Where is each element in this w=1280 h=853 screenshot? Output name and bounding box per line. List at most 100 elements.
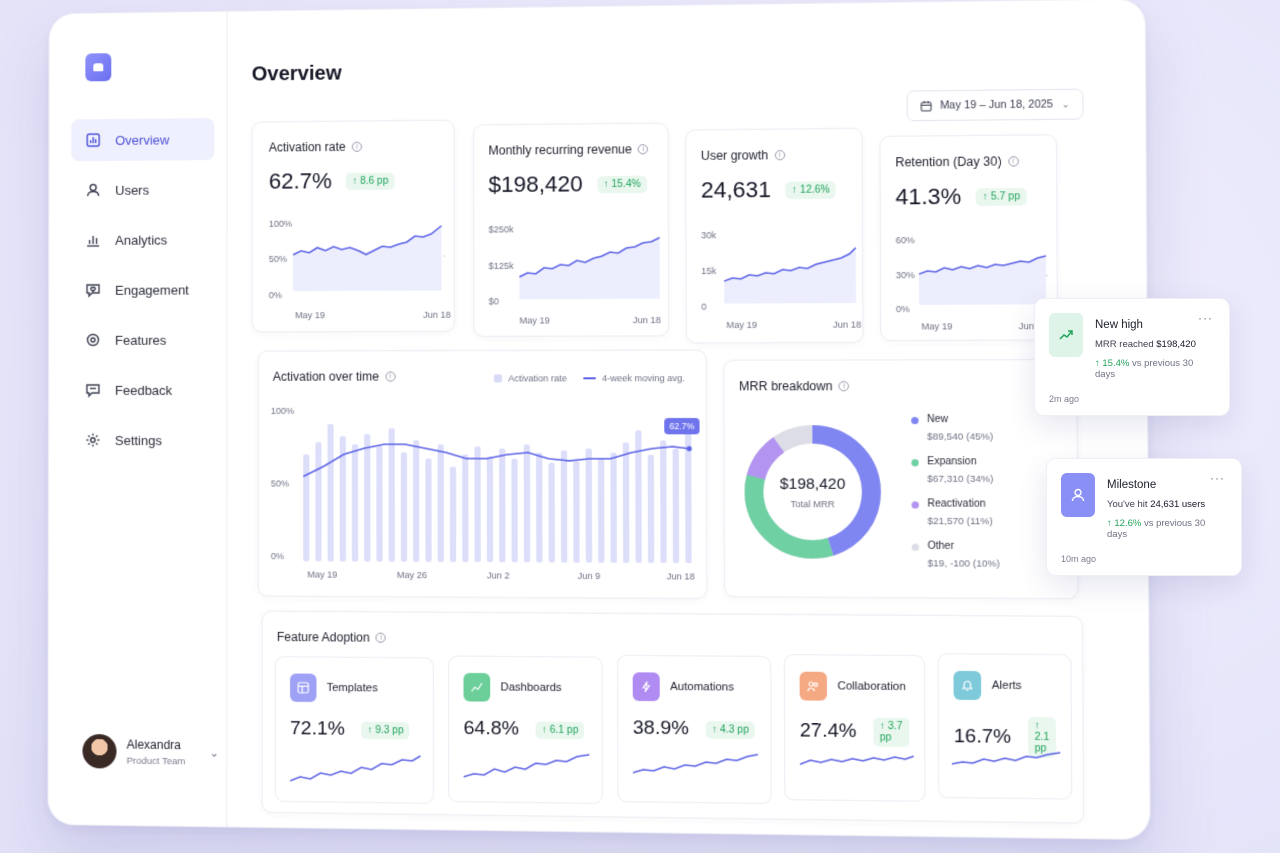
feature-gear-icon — [85, 332, 101, 348]
feature-sparkline — [952, 741, 1063, 773]
kpi-title: User growth — [700, 148, 769, 163]
kpi-value: 24,631 — [700, 176, 772, 203]
feature-sparkline — [633, 746, 760, 784]
kpi-delta: ↑ 8.6 pp — [346, 172, 395, 190]
feature-card-collaboration[interactable]: Collaboration 27.4% ↑ 3.7 pp — [783, 654, 926, 802]
y-axis-label: 100% — [268, 218, 293, 229]
bar-chart-icon — [85, 232, 101, 248]
y-axis-label: 0% — [895, 303, 910, 315]
sidebar-item-label: Users — [115, 182, 150, 198]
notification-delta-suffix: vs previous 30 days — [1095, 358, 1194, 380]
y-axis-label: 15k — [701, 265, 717, 277]
sidebar-item-users[interactable]: Users — [71, 168, 214, 211]
sidebar-item-engagement[interactable]: Engagement — [71, 268, 214, 311]
notification-text: You've hit — [1107, 499, 1148, 510]
notification-new-high[interactable]: New high MRR reached $198,420 ↑ 15.4% vs… — [1034, 298, 1230, 416]
more-options-icon[interactable]: ··· — [1198, 311, 1213, 325]
feature-sparkline — [290, 750, 420, 788]
legend-item-new: New $89,540 (45%) — [911, 414, 999, 443]
legend-name: New — [926, 413, 949, 426]
sidebar-item-analytics[interactable]: Analytics — [71, 218, 214, 261]
legend-item-expansion: Expansion $67,310 (34%) — [911, 456, 999, 485]
y-axis-label: $0 — [488, 296, 499, 307]
legend-swatch-bars — [493, 374, 502, 383]
notification-text: MRR reached — [1095, 339, 1154, 350]
legend-name: Expansion — [927, 456, 977, 468]
kpi-value: 62.7% — [268, 168, 332, 194]
feature-card-alerts[interactable]: Alerts 16.7% ↑ 2.1 pp — [937, 653, 1073, 800]
feature-delta: ↑ 9.3 pp — [361, 721, 410, 739]
feature-delta: ↑ 4.3 pp — [705, 720, 756, 739]
chart-legend: Activation rate 4-week moving avg. — [493, 373, 685, 384]
sidebar-item-settings[interactable]: Settings — [71, 419, 214, 461]
feature-card-templates[interactable]: Templates 72.1% ↑ 9.3 pp — [274, 656, 434, 804]
page-title: Overview — [251, 62, 342, 86]
feature-card-dashboards[interactable]: Dashboards 64.8% ↑ 6.1 pp — [448, 655, 603, 804]
kpi-card-activation[interactable]: Activation rate i 62.7% ↑ 8.6 pp 100% 50% … — [251, 119, 455, 333]
feature-sparkline — [464, 748, 592, 786]
sidebar-item-feedback[interactable]: Feedback — [71, 369, 214, 411]
kpi-card-mrr[interactable]: Monthly recurring revenue i $198,420 ↑ 15.… — [473, 122, 670, 337]
legend-value: $19, -100 (10%) — [927, 558, 1000, 570]
sidebar-item-label: Features — [114, 332, 167, 348]
legend-value: $67,310 (34%) — [927, 473, 994, 486]
notification-milestone[interactable]: Milestone You've hit 24,631 users ↑ 12.6… — [1046, 458, 1242, 576]
user-badge-icon — [1061, 473, 1095, 517]
chevron-down-icon[interactable]: ⌄ — [209, 746, 219, 760]
info-icon[interactable]: i — [638, 144, 649, 155]
user-growth-sparkline — [724, 239, 858, 304]
x-axis-label: Jun 18 — [666, 571, 695, 582]
notification-highlight: $198,420 — [1156, 339, 1196, 350]
app-logo[interactable] — [85, 53, 112, 82]
legend-item-reactivation: Reactivation $21,570 (11%) — [911, 498, 1000, 527]
mrr-sparkline — [519, 229, 664, 300]
kpi-title: Activation rate — [268, 139, 346, 155]
people-icon — [799, 671, 827, 701]
sidebar-item-label: Feedback — [114, 382, 173, 398]
chevron-down-icon: ⌄ — [1061, 98, 1070, 109]
trend-up-icon — [1049, 313, 1083, 357]
info-icon[interactable]: i — [774, 150, 785, 161]
legend-value: $89,540 (45%) — [927, 431, 994, 443]
user-team: Product Team — [126, 755, 186, 767]
user-menu[interactable]: Alexandra Product Team ⌄ — [82, 733, 219, 770]
x-axis-label: May 19 — [519, 315, 550, 326]
main-content: Overview May 19 – Jun 18, 2025 ⌄ Activat… — [227, 0, 1149, 839]
activation-over-time-card[interactable]: Activation over time i Activation rate 4-… — [257, 349, 708, 600]
info-icon[interactable]: i — [351, 141, 362, 152]
x-axis-label: May 26 — [396, 569, 428, 581]
y-axis-label: $125k — [488, 260, 514, 272]
y-axis-label: 50% — [268, 253, 288, 265]
date-range-picker[interactable]: May 19 – Jun 18, 2025 ⌄ — [906, 88, 1084, 122]
feature-card-automations[interactable]: Automations 38.9% ↑ 4.3 pp — [617, 654, 772, 805]
feature-value: 38.9% — [632, 717, 689, 740]
dashboard-icon — [463, 672, 491, 702]
settings-icon — [85, 432, 101, 448]
mrr-total-label: Total MRR — [790, 499, 835, 510]
more-options-icon[interactable]: ··· — [1210, 471, 1225, 485]
feature-name: Dashboards — [500, 681, 562, 695]
chart-title: Activation over time — [272, 369, 380, 384]
feature-value: 72.1% — [290, 717, 345, 740]
kpi-delta: ↑ 5.7 pp — [976, 187, 1027, 206]
sidebar-item-features[interactable]: Features — [71, 319, 214, 361]
info-icon[interactable]: i — [385, 371, 396, 382]
info-icon[interactable]: i — [838, 381, 850, 392]
y-axis-label: 30% — [895, 269, 915, 281]
mrr-breakdown-card[interactable]: MRR breakdown i $198,420 Total MRR New $89… — [723, 359, 1079, 600]
kpi-value: $198,420 — [488, 171, 583, 198]
kpi-card-retention[interactable]: Retention (Day 30) i 41.3% ↑ 5.7 pp 60% 30… — [879, 134, 1059, 341]
info-icon[interactable]: i — [1007, 156, 1019, 167]
info-icon[interactable]: i — [375, 632, 387, 643]
chart-board-icon — [85, 132, 101, 148]
date-range-label: May 19 – Jun 18, 2025 — [939, 98, 1054, 112]
legend-line-label: 4-week moving avg. — [601, 373, 685, 384]
kpi-card-user-growth[interactable]: User growth i 24,631 ↑ 12.6% 30k 15k 0 May… — [685, 127, 864, 344]
feature-value: 27.4% — [799, 719, 857, 743]
user-name: Alexandra — [126, 736, 181, 752]
feature-sparkline — [800, 744, 916, 776]
x-axis-label: May 19 — [921, 321, 953, 332]
y-axis-label: 0% — [270, 551, 284, 562]
sidebar-item-overview[interactable]: Overview — [71, 117, 215, 162]
feature-name: Automations — [670, 680, 734, 694]
